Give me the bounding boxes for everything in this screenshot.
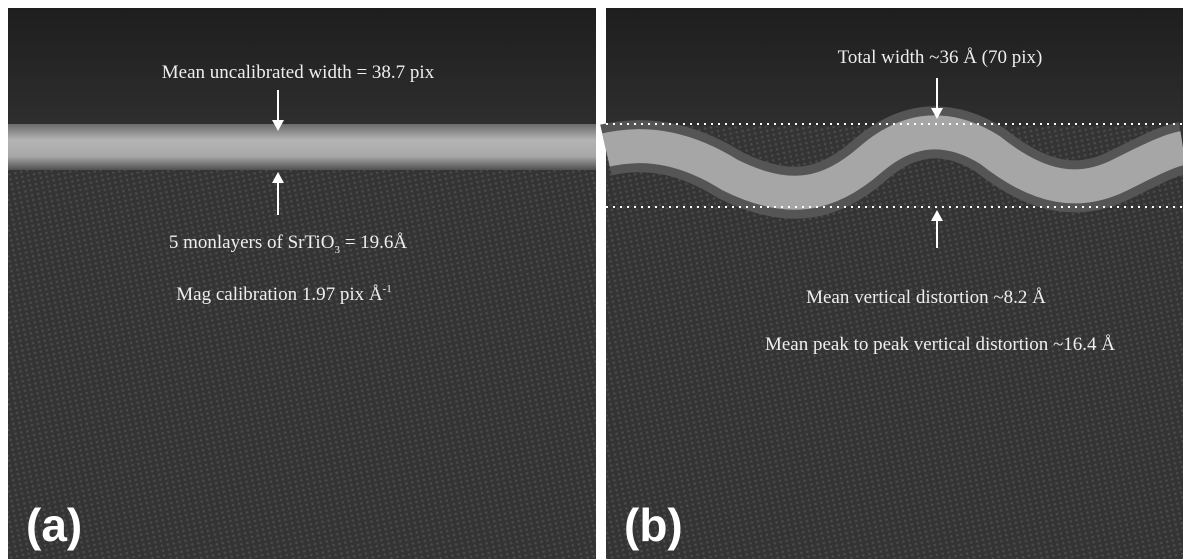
panel-label: (a) [26,499,82,551]
annotation: Mag calibration 1.97 pix Å-1 [176,283,392,305]
annotation-part: 5 monlayers of SrTiO [169,232,335,253]
annotation: Mean uncalibrated width = 38.7 pix [162,62,435,83]
annotation: Total width ~36 Å (70 pix) [838,47,1043,68]
annotation-part: = 19.6Å [340,232,407,253]
panel-a: Mean uncalibrated width = 38.7 pix 5 mon… [8,8,596,559]
annotation: Mean peak to peak vertical distortion ~1… [765,334,1115,355]
panel-b: Total width ~36 Å (70 pix) Mean vertical… [606,8,1183,559]
figure: Mean uncalibrated width = 38.7 pix 5 mon… [0,0,1183,559]
panel-label: (b) [624,499,683,551]
superscript: -1 [383,283,392,295]
annotation-part: Mag calibration 1.97 pix Å [176,284,383,305]
annotation: 5 monlayers of SrTiO3 = 19.6Å [169,232,408,256]
annotation: Mean vertical distortion ~8.2 Å [806,287,1046,308]
